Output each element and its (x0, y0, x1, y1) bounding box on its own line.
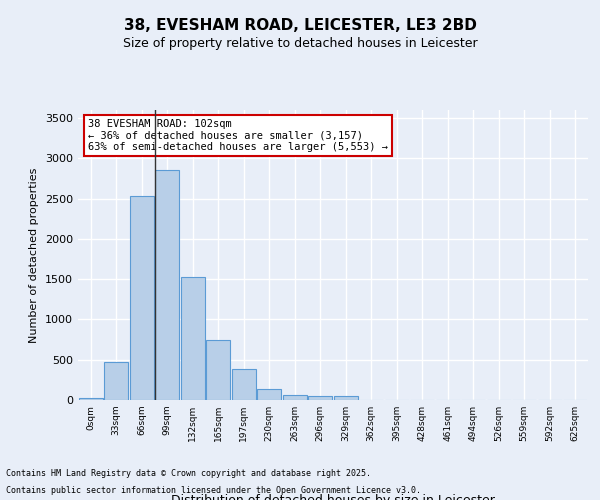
Bar (257, 389, 281, 400)
Text: 38 EVESHAM ROAD: 102sqm
← 36% of detached houses are smaller (3,157)
63% of semi: 38 EVESHAM ROAD: 102sqm ← 36% of detache… (88, 118, 388, 152)
Bar (308, 396, 332, 400)
Bar (130, 196, 154, 400)
Text: Size of property relative to detached houses in Leicester: Size of property relative to detached ho… (122, 38, 478, 51)
Bar (283, 395, 307, 400)
Y-axis label: Number of detached properties: Number of detached properties (29, 168, 40, 342)
Bar (232, 370, 256, 400)
Text: Contains public sector information licensed under the Open Government Licence v3: Contains public sector information licen… (6, 486, 421, 495)
Bar (79, 398, 103, 400)
X-axis label: Distribution of detached houses by size in Leicester: Distribution of detached houses by size … (171, 494, 495, 500)
Text: Contains HM Land Registry data © Crown copyright and database right 2025.: Contains HM Land Registry data © Crown c… (6, 468, 371, 477)
Bar (155, 170, 179, 400)
Bar (104, 362, 128, 400)
Bar (181, 277, 205, 400)
Bar (334, 396, 358, 400)
Text: 38, EVESHAM ROAD, LEICESTER, LE3 2BD: 38, EVESHAM ROAD, LEICESTER, LE3 2BD (124, 18, 476, 32)
Bar (206, 340, 230, 400)
